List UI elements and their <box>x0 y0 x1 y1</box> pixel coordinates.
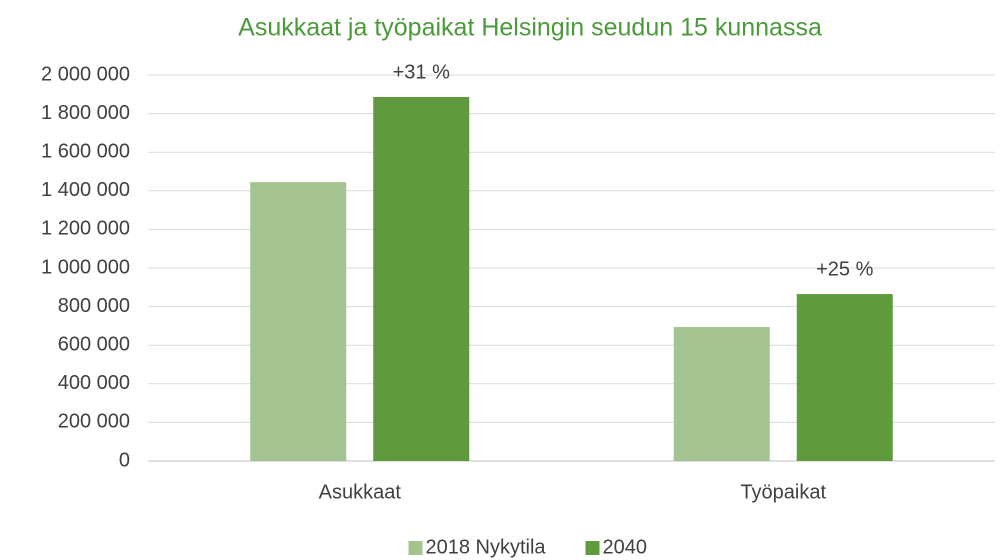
y-tick-label: 1 400 000 <box>41 179 130 201</box>
legend-swatch <box>585 541 600 555</box>
y-tick-label: 400 000 <box>58 372 130 394</box>
bar <box>250 182 347 462</box>
y-tick-label: 800 000 <box>58 295 130 317</box>
x-tick-label: Työpaikat <box>740 481 826 503</box>
bar <box>673 327 770 461</box>
y-tick-label: 2 000 000 <box>41 63 130 85</box>
legend-label: 2018 Nykytila <box>426 536 547 558</box>
bar <box>796 294 893 461</box>
y-tick-label: 200 000 <box>58 411 130 433</box>
bar <box>373 97 470 461</box>
y-tick-label: 1 800 000 <box>41 102 130 124</box>
x-tick-label: Asukkaat <box>319 481 402 503</box>
y-tick-label: 0 <box>119 449 130 471</box>
y-tick-label: 1 200 000 <box>41 218 130 240</box>
annotation: +25 % <box>816 258 873 280</box>
y-tick-label: 600 000 <box>58 333 130 355</box>
annotation: +31 % <box>393 61 450 83</box>
legend-swatch <box>408 541 423 555</box>
y-tick-label: 1 600 000 <box>41 140 130 162</box>
y-tick-label: 1 000 000 <box>41 256 130 278</box>
chart-title: Asukkaat ja työpaikat Helsingin seudun 1… <box>238 14 822 42</box>
legend-label: 2040 <box>603 536 648 558</box>
